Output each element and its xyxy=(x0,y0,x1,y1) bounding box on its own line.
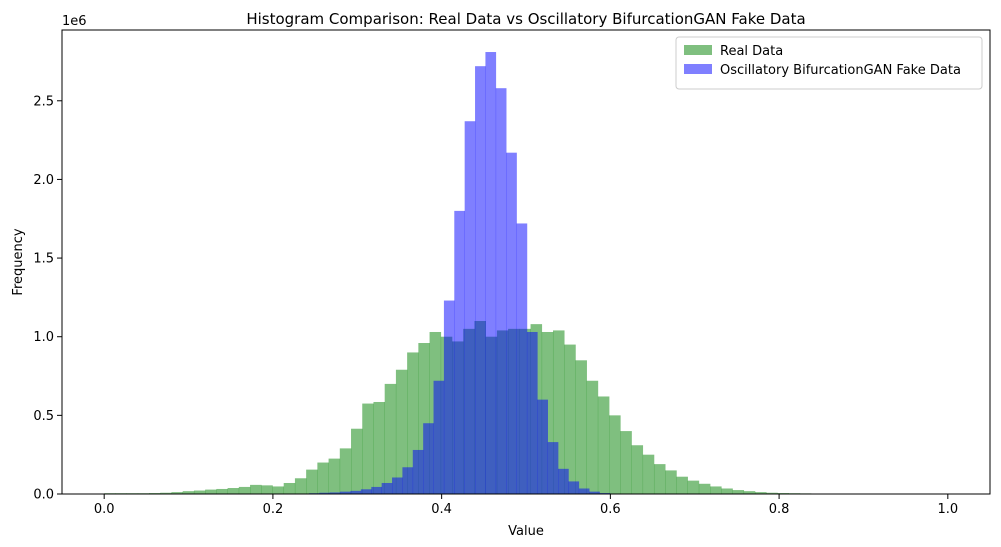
histogram-bar xyxy=(743,491,756,494)
histogram-bar xyxy=(547,442,559,494)
histogram-bar xyxy=(350,490,362,494)
histogram-bar xyxy=(558,468,569,494)
histogram-bar xyxy=(261,485,273,494)
histogram-bar xyxy=(526,331,538,494)
histogram-bar xyxy=(642,454,655,494)
histogram-bar xyxy=(433,380,445,494)
histogram-bar xyxy=(516,223,528,494)
histogram-bar xyxy=(620,431,632,494)
histogram-bar xyxy=(586,380,599,494)
histogram-bar xyxy=(687,480,700,494)
legend-entry-label: Real Data xyxy=(720,44,783,59)
plot-frame xyxy=(61,29,991,495)
histogram-bar xyxy=(721,488,733,494)
histogram-bar xyxy=(552,330,565,494)
y-tick-label: 1.0 xyxy=(33,330,54,345)
histogram-bar xyxy=(384,383,397,494)
histogram-bar xyxy=(423,423,434,494)
histogram-bar xyxy=(454,210,465,495)
histogram-bar xyxy=(371,486,382,494)
histogram-bar xyxy=(575,360,587,494)
histogram-bar xyxy=(537,399,548,494)
legend-swatch xyxy=(684,45,712,55)
histogram-bar xyxy=(339,448,352,494)
histogram-bar xyxy=(418,343,430,494)
histogram-bar xyxy=(609,415,621,494)
x-tick-label: 0.4 xyxy=(431,502,452,517)
histogram-bar xyxy=(340,491,351,494)
x-tick-label: 0.2 xyxy=(263,502,284,517)
histogram-bar xyxy=(754,492,767,494)
histogram-bar xyxy=(464,121,476,495)
histogram-bar xyxy=(732,490,745,494)
histogram-bar xyxy=(373,401,385,494)
chart-title: Histogram Comparison: Real Data vs Oscil… xyxy=(246,10,805,28)
histogram-bar xyxy=(182,491,195,494)
histogram-bar xyxy=(171,492,184,494)
x-axis-ticks: 0.0 0.2 0.4 0.6 0.8 1.0 xyxy=(94,494,958,517)
histogram-bar xyxy=(443,300,455,494)
series-1 xyxy=(298,52,611,495)
histogram-bar xyxy=(402,467,414,494)
histogram-bar xyxy=(328,458,341,494)
histogram-bar xyxy=(227,488,240,494)
x-axis-label: Value xyxy=(508,524,544,539)
histogram-bar xyxy=(698,483,711,494)
y-tick-label: 2.0 xyxy=(33,173,54,188)
histogram-bar xyxy=(395,369,408,494)
histogram-bar xyxy=(392,477,403,494)
histogram-bar xyxy=(412,449,424,494)
histogram-bar xyxy=(238,486,251,494)
histogram-bar xyxy=(250,484,262,494)
histogram-bar xyxy=(710,486,722,494)
histogram-bar xyxy=(205,489,217,494)
histogram-bar xyxy=(381,482,393,494)
y-offset-label: 1e6 xyxy=(62,14,87,29)
histogram-bar xyxy=(193,490,206,494)
y-tick-label: 2.5 xyxy=(33,94,54,109)
histogram-bar xyxy=(283,482,296,494)
legend-box xyxy=(675,36,983,90)
x-tick-label: 0.6 xyxy=(600,502,621,517)
histogram-bar xyxy=(506,152,517,494)
y-axis-label: Frequency xyxy=(11,228,26,295)
histogram-bar xyxy=(631,445,644,494)
x-tick-label: 0.0 xyxy=(94,502,115,517)
histogram-bar xyxy=(294,478,307,494)
histogram-bar xyxy=(272,486,285,494)
histogram-bar xyxy=(653,464,666,494)
histogram-bar xyxy=(306,469,318,494)
histogram-bar xyxy=(564,344,576,494)
x-tick-label: 1.0 xyxy=(937,502,958,517)
legend-entry-label: Oscillatory BifurcationGAN Fake Data xyxy=(720,63,961,78)
histogram-bar xyxy=(676,476,688,494)
histogram-bar xyxy=(495,88,507,495)
histogram-bar xyxy=(597,396,610,494)
histogram-bar xyxy=(351,428,363,494)
legend: Real Data Oscillatory BifurcationGAN Fake… xyxy=(675,36,983,90)
histogram-bar xyxy=(216,488,228,494)
histogram-bar xyxy=(578,488,590,494)
bars-layer xyxy=(104,52,823,495)
histogram-bar xyxy=(485,52,497,495)
histogram-bar xyxy=(407,352,419,494)
legend-swatch xyxy=(684,64,712,74)
x-tick-label: 0.8 xyxy=(769,502,790,517)
histogram-bar xyxy=(665,470,677,494)
histogram-bar xyxy=(362,403,374,494)
histogram-bar xyxy=(589,491,600,494)
histogram-bar xyxy=(766,492,778,494)
histogram-bar xyxy=(360,489,372,494)
histogram-bar xyxy=(329,492,341,494)
histogram-bar xyxy=(475,66,486,494)
y-tick-label: 1.5 xyxy=(33,252,54,267)
y-tick-label: 0.0 xyxy=(33,488,54,503)
histogram-bar xyxy=(319,492,331,494)
y-tick-label: 0.5 xyxy=(33,409,54,424)
histogram-bar xyxy=(317,462,329,494)
y-axis-ticks: 0.0 0.5 1.0 1.5 2.0 2.5 xyxy=(33,94,62,503)
histogram-bar xyxy=(568,481,580,494)
histogram-bar xyxy=(160,492,172,494)
